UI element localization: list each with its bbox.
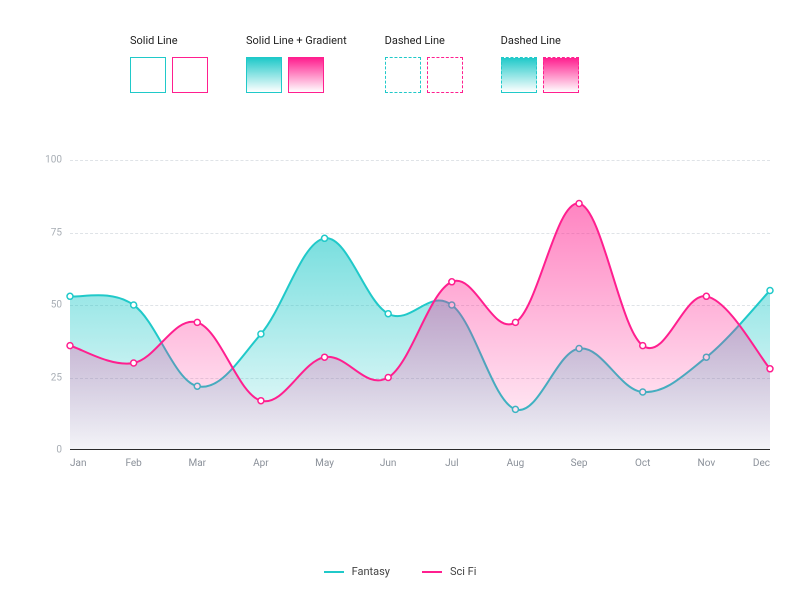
data-point <box>512 319 518 325</box>
x-tick-label: Jun <box>380 458 397 469</box>
swatch-pair <box>246 57 347 93</box>
style-group-label: Dashed Line <box>501 34 579 47</box>
data-point <box>640 343 646 349</box>
x-tick-label: Feb <box>125 458 141 469</box>
swatch <box>172 57 208 93</box>
swatch <box>427 57 463 93</box>
x-axis-baseline <box>70 449 770 450</box>
y-tick-label: 25 <box>36 372 62 383</box>
data-point <box>576 201 582 207</box>
style-group: Dashed Line <box>385 34 463 93</box>
legend-item: Sci Fi <box>422 565 476 578</box>
swatch-pair <box>130 57 208 93</box>
swatch <box>385 57 421 93</box>
legend-label: Fantasy <box>352 565 390 578</box>
x-tick-label: Apr <box>253 458 269 469</box>
data-point <box>258 398 264 404</box>
data-point <box>385 375 391 381</box>
x-tick-label: Aug <box>507 458 525 469</box>
data-point <box>767 288 773 294</box>
x-tick-label: Dec <box>753 458 770 469</box>
x-tick-label: May <box>315 458 334 469</box>
data-point <box>449 279 455 285</box>
series-svg <box>70 160 770 450</box>
y-tick-label: 50 <box>36 300 62 311</box>
data-point <box>322 354 328 360</box>
legend-label: Sci Fi <box>450 565 476 578</box>
x-axis-labels: Jan Feb Mar Apr May Jun Jul Aug Sep Oct Nov Dec <box>70 458 770 478</box>
y-tick-label: 0 <box>36 445 62 456</box>
style-group-label: Solid Line <box>130 34 208 47</box>
data-point <box>67 293 73 299</box>
data-point <box>703 293 709 299</box>
x-tick-label: Nov <box>698 458 716 469</box>
x-tick-label: Jul <box>445 458 458 469</box>
legend-item: Fantasy <box>324 565 390 578</box>
legend-swatch <box>422 571 442 573</box>
data-point <box>258 331 264 337</box>
swatch <box>501 57 537 93</box>
swatch <box>130 57 166 93</box>
x-tick-label: Mar <box>188 458 206 469</box>
style-group-label: Dashed Line <box>385 34 463 47</box>
x-tick-label: Sep <box>571 458 588 469</box>
data-point <box>322 235 328 241</box>
chart-legend: Fantasy Sci Fi <box>0 565 800 578</box>
data-point <box>385 311 391 317</box>
data-point <box>131 360 137 366</box>
y-tick-label: 75 <box>36 227 62 238</box>
legend-swatch <box>324 571 344 573</box>
plot-area <box>70 160 770 450</box>
style-group-label: Solid Line + Gradient <box>246 34 347 47</box>
swatch <box>246 57 282 93</box>
data-point <box>67 343 73 349</box>
data-point <box>767 366 773 372</box>
style-group: Solid Line + Gradient <box>246 34 347 93</box>
x-tick-label: Oct <box>635 458 650 469</box>
data-point <box>131 302 137 308</box>
chart: 0255075100 JanFebMarAprMayJunJulAugSepOc… <box>36 160 776 490</box>
y-tick-label: 100 <box>36 155 62 166</box>
data-point <box>194 319 200 325</box>
swatch-pair <box>385 57 463 93</box>
swatch <box>543 57 579 93</box>
swatch-pair <box>501 57 579 93</box>
x-tick-label: Jan <box>70 458 86 469</box>
style-guide-row: Solid Line Solid Line + Gradient Dashed Li… <box>130 34 579 93</box>
y-axis: 0255075100 <box>36 160 66 450</box>
style-group: Dashed Line <box>501 34 579 93</box>
swatch <box>288 57 324 93</box>
style-group: Solid Line <box>130 34 208 93</box>
